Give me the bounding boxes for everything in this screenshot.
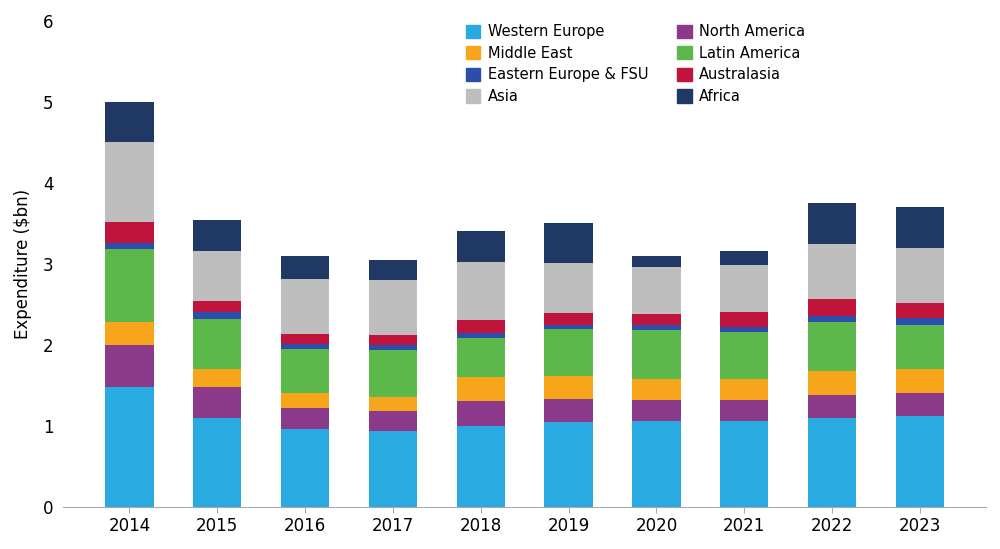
Bar [896,207,944,248]
Bar [632,379,681,400]
Bar [632,330,681,379]
Bar [720,265,768,312]
Bar [808,395,856,418]
Bar [281,334,329,344]
Bar [105,345,154,387]
Bar [369,396,417,411]
Bar [720,251,768,265]
Bar [369,335,417,345]
Bar [105,249,154,322]
Bar [193,312,241,319]
Bar [720,421,768,507]
Bar [193,369,241,387]
Bar [896,393,944,416]
Bar [281,408,329,429]
Bar [457,425,505,507]
Bar [457,338,505,377]
Bar [720,332,768,379]
Bar [105,102,154,142]
Bar [808,316,856,322]
Bar [632,256,681,267]
Bar [632,400,681,421]
Bar [193,220,241,251]
Bar [457,232,505,262]
Bar [632,314,681,326]
Bar [105,142,154,222]
Bar [105,222,154,243]
Bar [896,304,944,318]
Bar [896,324,944,369]
Bar [457,262,505,321]
Y-axis label: Expenditure ($bn): Expenditure ($bn) [14,189,32,339]
Bar [369,411,417,432]
Bar [896,248,944,304]
Bar [105,243,154,249]
Bar [193,387,241,418]
Bar [193,418,241,507]
Bar [808,203,856,244]
Bar [896,318,944,324]
Bar [457,333,505,338]
Bar [281,429,329,507]
Bar [896,369,944,393]
Bar [369,432,417,507]
Bar [632,421,681,507]
Bar [720,379,768,400]
Bar [193,301,241,312]
Bar [369,350,417,396]
Bar [105,322,154,345]
Bar [632,326,681,330]
Bar [896,416,944,507]
Bar [457,377,505,401]
Bar [808,299,856,316]
Bar [193,319,241,369]
Bar [193,251,241,301]
Bar [105,387,154,507]
Legend: Western Europe, Middle East, Eastern Europe & FSU, Asia, North America, Latin Am: Western Europe, Middle East, Eastern Eur… [460,19,811,110]
Bar [544,324,593,329]
Bar [281,256,329,279]
Bar [808,371,856,395]
Bar [808,418,856,507]
Bar [808,322,856,371]
Bar [281,344,329,349]
Bar [808,244,856,299]
Bar [457,321,505,333]
Bar [369,280,417,335]
Bar [281,393,329,408]
Bar [369,260,417,280]
Bar [632,267,681,314]
Bar [281,349,329,393]
Bar [369,345,417,350]
Bar [544,376,593,399]
Bar [457,401,505,425]
Bar [544,223,593,263]
Bar [544,329,593,376]
Bar [720,312,768,327]
Bar [281,279,329,334]
Bar [544,399,593,422]
Bar [544,313,593,324]
Bar [544,263,593,313]
Bar [544,422,593,507]
Bar [720,327,768,332]
Bar [720,400,768,421]
